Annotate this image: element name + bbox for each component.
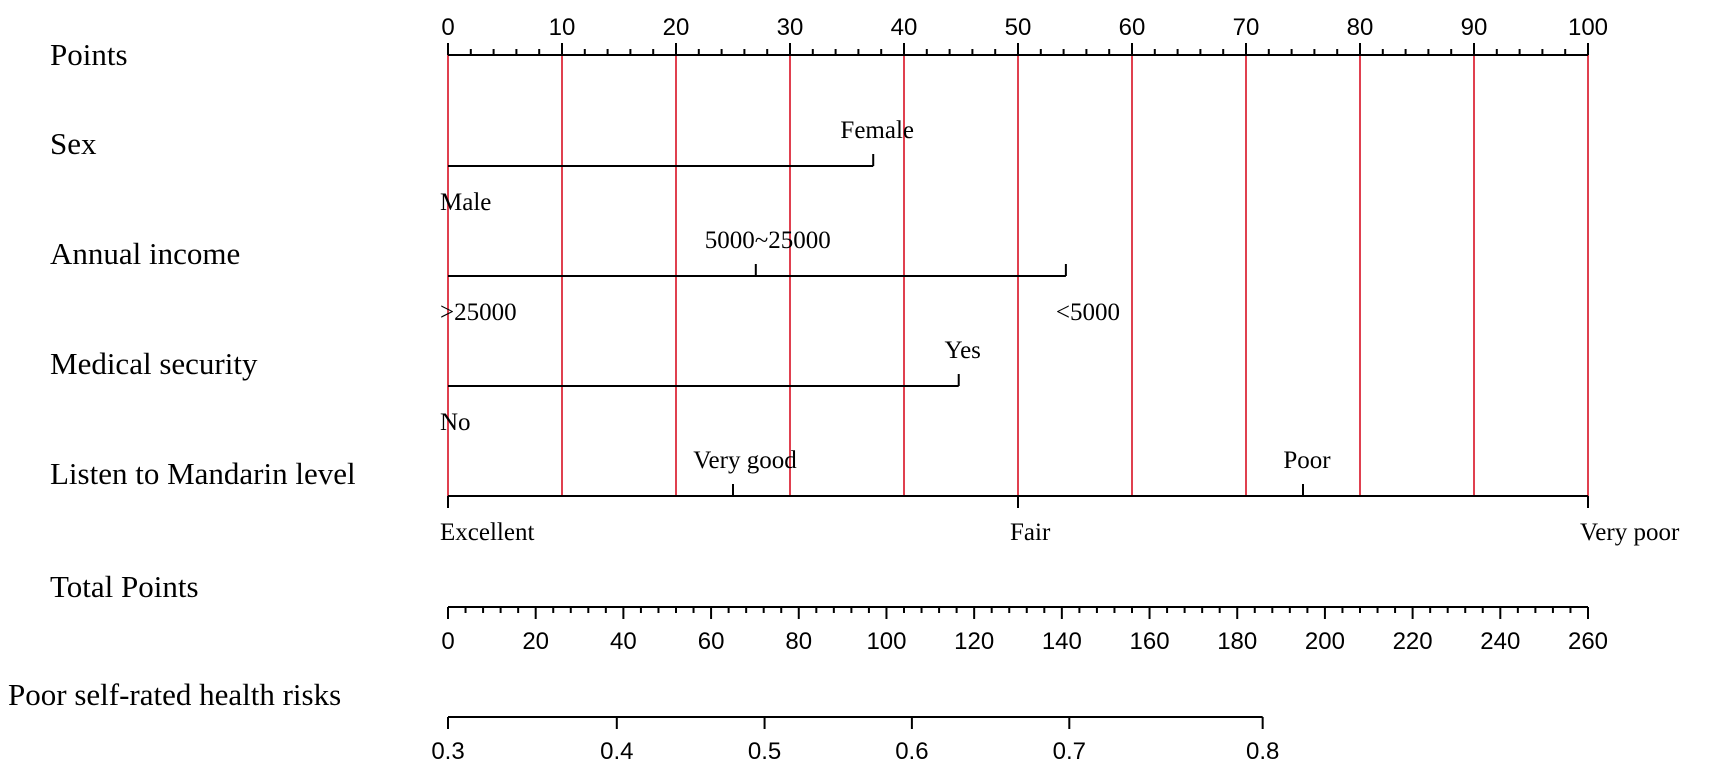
sex-level-label: Female (840, 117, 914, 144)
total-points-tick-label: 180 (1217, 628, 1257, 655)
total-points-tick-label: 260 (1568, 628, 1608, 655)
points-tick-label: 80 (1347, 14, 1374, 41)
annual-income-row-label: Annual income (50, 236, 240, 271)
listen-to-mandarin-level-level-label: Very poor (1580, 519, 1680, 546)
axes (447, 43, 1589, 729)
listen-to-mandarin-level-level-label: Excellent (440, 519, 534, 546)
risk-tick-label: 0.3 (431, 738, 464, 765)
risk-tick-label: 0.4 (600, 738, 633, 765)
total-points-tick-label: 240 (1480, 628, 1520, 655)
risk-row-label: Poor self-rated health risks (8, 677, 341, 712)
annual-income-level-label: <5000 (1056, 299, 1120, 326)
total-points-tick-label: 40 (610, 628, 637, 655)
points-tick-label: 50 (1005, 14, 1032, 41)
total-points-tick-label: 60 (698, 628, 725, 655)
total-points-tick-label: 200 (1305, 628, 1345, 655)
risk-tick-label: 0.6 (895, 738, 928, 765)
total-points-tick-label: 120 (954, 628, 994, 655)
medical-security-row-label: Medical security (50, 346, 258, 381)
points-tick-label: 40 (891, 14, 918, 41)
listen-to-mandarin-level-level-label: Poor (1283, 447, 1331, 474)
points-tick-label: 0 (441, 14, 454, 41)
medical-security-level-label: Yes (945, 337, 981, 364)
points-tick-label: 20 (663, 14, 690, 41)
points-tick-label: 90 (1461, 14, 1488, 41)
risk-tick-label: 0.8 (1246, 738, 1279, 765)
total-points-tick-label: 160 (1130, 628, 1170, 655)
total-points-tick-label: 20 (522, 628, 549, 655)
listen-to-mandarin-level-level-label: Fair (1010, 519, 1051, 546)
listen-to-mandarin-level-row-label: Listen to Mandarin level (50, 456, 356, 491)
total-points-tick-label: 220 (1393, 628, 1433, 655)
annual-income-level-label: 5000~25000 (705, 227, 831, 254)
total-points-tick-label: 140 (1042, 628, 1082, 655)
points-tick-label: 30 (777, 14, 804, 41)
points-tick-label: 70 (1233, 14, 1260, 41)
risk-tick-label: 0.7 (1053, 738, 1086, 765)
total-points-tick-label: 0 (441, 628, 454, 655)
total-points-tick-label: 100 (866, 628, 906, 655)
points-tick-label: 60 (1119, 14, 1146, 41)
points-tick-label: 10 (549, 14, 576, 41)
total-points-tick-label: 80 (785, 628, 812, 655)
labels: 0 10 20 30 40 50 60 70 80 90 100 Points Sex Male Femal… (8, 14, 1680, 765)
annual-income-level-label: >25000 (440, 299, 517, 326)
medical-security-level-label: No (440, 409, 471, 436)
sex-row-label: Sex (50, 126, 97, 161)
listen-to-mandarin-level-level-label: Very good (693, 447, 797, 474)
sex-level-label: Male (440, 189, 491, 216)
points-tick-label: 100 (1568, 14, 1608, 41)
risk-tick-label: 0.5 (748, 738, 781, 765)
total-points-row-label: Total Points (50, 569, 199, 604)
points-row-label: Points (50, 37, 128, 72)
